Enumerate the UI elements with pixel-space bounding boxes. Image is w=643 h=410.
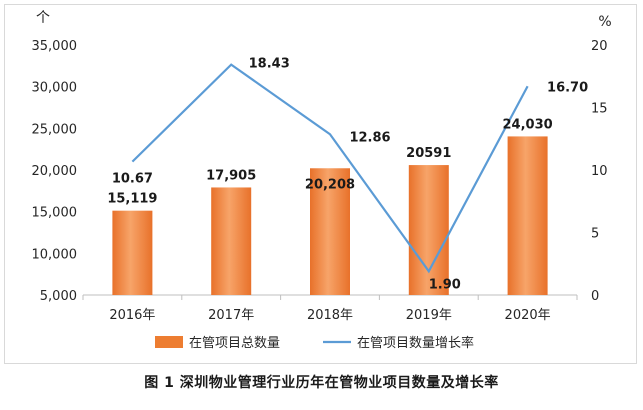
legend-bar-label: 在管项目总数量 bbox=[189, 336, 280, 351]
legend-line-label: 在管项目数量增长率 bbox=[357, 335, 474, 351]
bar-data-label: 24,030 bbox=[503, 117, 553, 132]
y-left-unit: 个 bbox=[36, 10, 50, 26]
line-data-label: 16.70 bbox=[547, 80, 588, 95]
line-data-label: 10.67 bbox=[112, 172, 153, 187]
bar-data-label: 17,905 bbox=[206, 168, 256, 183]
bar bbox=[507, 136, 548, 295]
legend-bar-swatch bbox=[155, 336, 183, 348]
y-left-tick-label: 35,000 bbox=[32, 39, 78, 54]
x-tick-label: 2019年 bbox=[406, 308, 452, 323]
growth-line bbox=[131, 63, 529, 274]
y-right-unit: % bbox=[598, 14, 611, 30]
y-right-tick-label: 10 bbox=[591, 164, 608, 179]
line-data-label: 18.43 bbox=[249, 57, 290, 72]
bar bbox=[408, 165, 449, 295]
x-tick-label: 2020年 bbox=[505, 308, 551, 323]
bar bbox=[310, 168, 350, 295]
y-right-tick-label: 20 bbox=[591, 39, 608, 54]
x-tick-label: 2018年 bbox=[307, 308, 353, 323]
figure-caption: 图 1 深圳物业管理行业历年在管物业项目数量及增长率 bbox=[144, 375, 499, 391]
y-right-tick-label: 5 bbox=[591, 227, 599, 242]
bar bbox=[211, 187, 252, 295]
y-left-tick-label: 20,000 bbox=[32, 164, 78, 179]
bar-data-label: 20591 bbox=[406, 146, 451, 161]
y-left-tick-label: 30,000 bbox=[32, 81, 78, 96]
y-right-tick-label: 0 bbox=[591, 289, 599, 304]
chart-frame: 5,000 10,000 15,000 20,000 25,000 30,000 35,00… bbox=[4, 4, 637, 364]
line-data-label: 12.86 bbox=[349, 130, 390, 145]
bar-data-label: 20,208 bbox=[305, 177, 355, 192]
y-right-tick-label: 15 bbox=[591, 102, 608, 117]
y-left-tick-label: 5,000 bbox=[40, 289, 77, 304]
line-data-label: 1.90 bbox=[429, 277, 461, 292]
x-tick-label: 2016年 bbox=[109, 308, 155, 323]
bar-data-label: 15,119 bbox=[107, 192, 157, 207]
y-left-tick-label: 25,000 bbox=[32, 122, 78, 137]
y-left-tick-label: 10,000 bbox=[32, 247, 78, 262]
x-tick-label: 2017年 bbox=[208, 308, 254, 323]
y-left-tick-label: 15,000 bbox=[32, 206, 78, 221]
chart: 5,000 10,000 15,000 20,000 25,000 30,000 35,00… bbox=[32, 10, 612, 351]
bar bbox=[112, 210, 153, 295]
